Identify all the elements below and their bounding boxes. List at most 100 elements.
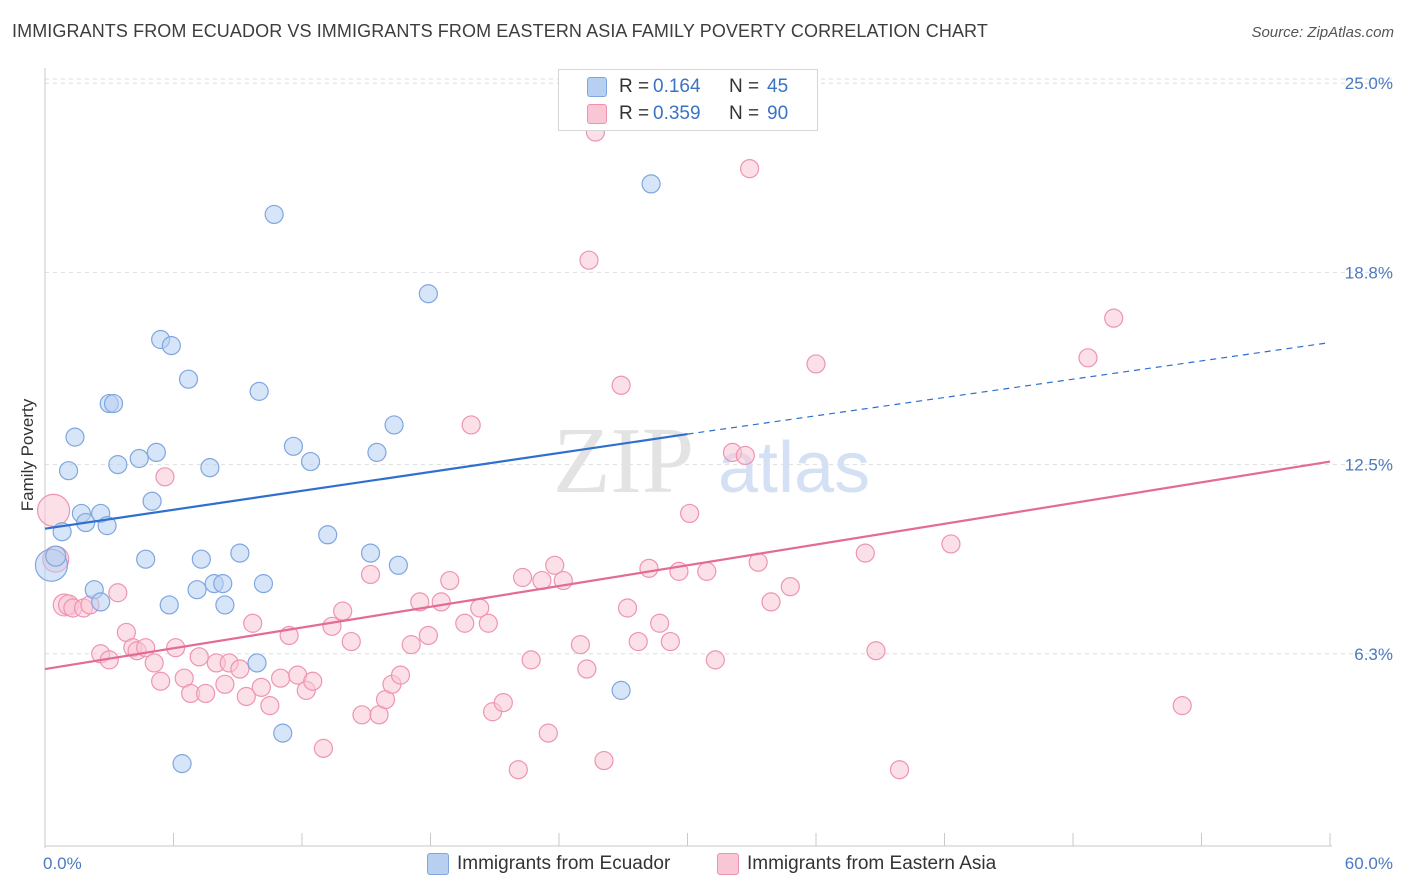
eastern-asia-point: [478, 613, 498, 633]
ecuador-point: [103, 393, 124, 414]
eastern-asia-point: [538, 723, 558, 743]
eastern-asia-point: [455, 613, 475, 633]
legend-n-label: N =: [729, 76, 760, 97]
eastern-asia-point: [611, 375, 631, 395]
eastern-asia-point: [108, 583, 128, 603]
eastern-asia-point: [617, 598, 638, 618]
chart-title: IMMIGRANTS FROM ECUADOR VS IMMIGRANTS FR…: [12, 21, 988, 41]
eastern-asia-point: [806, 354, 826, 374]
eastern-asia-point: [251, 677, 271, 697]
ecuador-point: [318, 525, 338, 545]
eastern-asia-point: [155, 467, 175, 487]
ecuador-point: [200, 458, 220, 478]
data-points: [34, 122, 1192, 780]
eastern-asia-point: [941, 534, 961, 554]
eastern-asia-point: [230, 659, 250, 679]
ecuador-point: [65, 427, 85, 447]
ecuador-point: [161, 336, 181, 356]
ecuador-point: [58, 461, 79, 481]
legend-r-label: R =: [619, 103, 650, 124]
axes: [44, 68, 1332, 848]
ecuador-point: [45, 545, 67, 567]
eastern-asia-point: [705, 650, 725, 670]
ecuador-point: [146, 442, 166, 463]
eastern-asia-point: [570, 635, 591, 655]
series-label-ecuador: Immigrants from Ecuador: [457, 853, 671, 874]
eastern-asia-point: [418, 625, 438, 646]
eastern-asia-point: [855, 543, 875, 563]
legend-swatch-pink: [587, 104, 607, 124]
eastern-asia-point: [628, 631, 648, 652]
eastern-asia-point: [780, 577, 800, 597]
ecuador-point: [247, 653, 267, 673]
ecuador-point: [187, 580, 207, 600]
ecuador-point: [159, 595, 179, 615]
eastern-asia-point: [390, 665, 411, 685]
ecuador-point: [215, 595, 235, 615]
y-tick-label: 18.8%: [1345, 263, 1393, 282]
eastern-asia-point: [545, 555, 565, 575]
series-swatch-pink: [717, 853, 739, 875]
ecuador-point: [273, 723, 293, 743]
gridlines: [45, 78, 1392, 655]
x-axis-ticks: [44, 833, 1331, 846]
eastern-asia-point: [431, 592, 451, 612]
legend-n-label: N =: [729, 103, 760, 124]
y-tick-labels: 6.3% 12.5% 18.8% 25.0%: [1345, 74, 1393, 664]
y-tick-label: 6.3%: [1354, 645, 1393, 664]
series-swatch-blue: [427, 853, 449, 875]
eastern-asia-point: [1104, 308, 1124, 328]
eastern-asia-point: [189, 647, 209, 667]
eastern-asia-point: [196, 683, 216, 704]
eastern-asia-point: [260, 696, 280, 716]
ecuador-point: [191, 549, 211, 569]
legend-swatch-blue: [587, 77, 607, 97]
ecuador-point: [108, 455, 128, 475]
eastern-asia-point: [322, 616, 342, 636]
eastern-asia-point: [243, 613, 263, 633]
eastern-asia-point: [740, 159, 760, 179]
ecuador-trend-line: [44, 433, 688, 530]
ecuador-point: [172, 754, 192, 774]
y-tick-label: 25.0%: [1345, 74, 1393, 93]
legend-n-value: 90: [767, 103, 789, 124]
eastern-asia-point: [650, 613, 670, 633]
eastern-asia-point: [889, 760, 910, 780]
legend-r-label: R =: [619, 76, 650, 97]
correlation-legend: R = 0.164 N = 45 R = 0.359 N = 90: [558, 69, 818, 131]
eastern-asia-point: [313, 738, 334, 758]
ecuador-point: [129, 448, 149, 469]
ecuador-point: [388, 555, 408, 575]
y-tick-label: 12.5%: [1345, 456, 1393, 475]
eastern-asia-point: [303, 671, 323, 691]
eastern-asia-point: [521, 650, 541, 670]
series-label-eastern-asia: Immigrants from Eastern Asia: [747, 853, 997, 874]
ecuador-point: [641, 174, 661, 194]
legend-r-value: 0.359: [653, 103, 701, 124]
ecuador-point: [283, 436, 304, 456]
ecuador-point: [253, 574, 274, 594]
ecuador-point: [230, 543, 250, 563]
eastern-asia-point: [36, 493, 71, 527]
eastern-asia-point: [512, 567, 533, 588]
watermark-atlas: atlas: [718, 428, 870, 508]
eastern-asia-point: [1078, 348, 1098, 368]
ecuador-point: [142, 491, 162, 511]
eastern-asia-point: [236, 686, 256, 707]
eastern-asia-point: [341, 631, 361, 652]
eastern-asia-point: [410, 592, 430, 612]
eastern-asia-point: [680, 503, 700, 524]
eastern-asia-point: [151, 671, 171, 691]
ecuador-point: [384, 415, 404, 435]
ecuador-point: [264, 204, 284, 225]
legend-n-value: 45: [767, 76, 789, 97]
eastern-asia-point: [493, 692, 513, 713]
eastern-asia-point: [594, 750, 614, 771]
ecuador-point: [418, 284, 438, 304]
eastern-asia-point: [401, 635, 421, 655]
eastern-asia-point: [440, 570, 460, 591]
eastern-asia-point: [735, 445, 755, 466]
trend-lines: [44, 341, 1331, 671]
eastern-asia-point: [577, 659, 597, 679]
eastern-asia-trend-line: [44, 460, 1331, 671]
